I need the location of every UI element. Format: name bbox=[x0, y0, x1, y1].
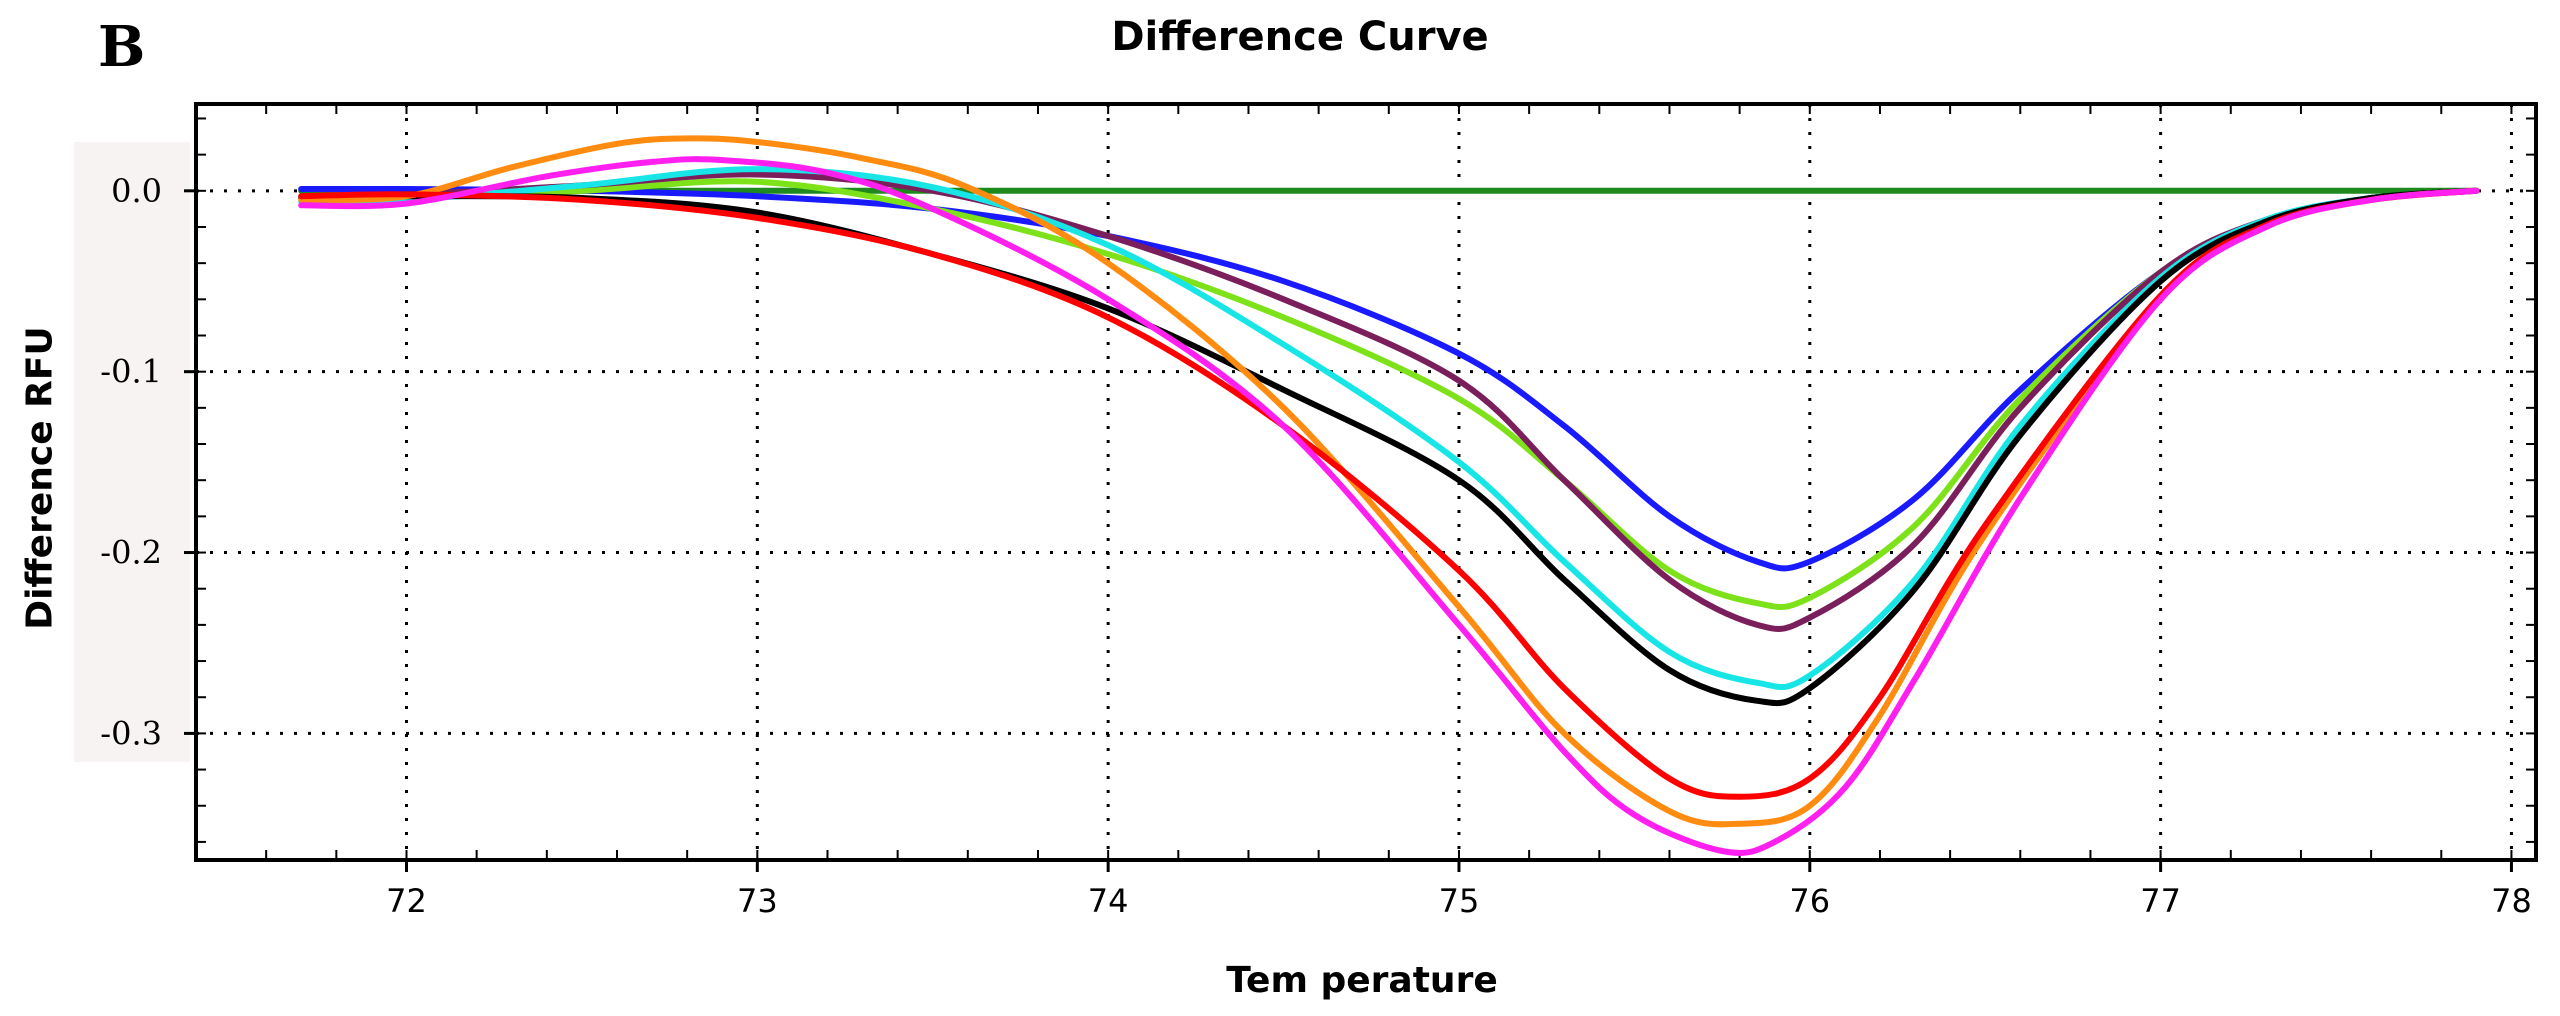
series-line-magenta bbox=[298, 156, 2480, 856]
x-tick-label: 73 bbox=[737, 882, 778, 920]
y-axis-background bbox=[74, 142, 190, 762]
x-tick-label: 78 bbox=[2491, 882, 2532, 920]
x-tick-label: 77 bbox=[2140, 882, 2181, 920]
y-axis-ticks: 0.0 -0.1 -0.2 -0.3 bbox=[100, 172, 196, 752]
minor-ticks bbox=[195, 104, 2536, 860]
plot-frame bbox=[194, 102, 2538, 862]
series-line-black bbox=[298, 187, 2480, 707]
x-tick-label: 72 bbox=[386, 882, 427, 920]
y-tick-label: -0.3 bbox=[100, 714, 162, 752]
series-lines bbox=[298, 135, 2480, 856]
chart-title: Difference Curve bbox=[1111, 14, 1489, 60]
series-line-orange bbox=[298, 135, 2480, 828]
x-tick-label: 75 bbox=[1439, 882, 1480, 920]
y-tick-label: -0.2 bbox=[100, 534, 162, 572]
grid bbox=[196, 104, 2536, 860]
y-tick-label: 0.0 bbox=[111, 172, 162, 210]
x-tick-label: 76 bbox=[1789, 882, 1830, 920]
series-line-purple bbox=[298, 171, 2480, 632]
x-tick-label: 74 bbox=[1088, 882, 1129, 920]
series-line-cyan bbox=[298, 166, 2480, 691]
y-tick-label: -0.1 bbox=[100, 353, 162, 391]
x-axis-label: Tem perature bbox=[1226, 960, 1498, 1001]
panel-label: B bbox=[98, 14, 146, 80]
x-axis-ticks: 72 73 74 75 76 77 78 bbox=[386, 860, 2532, 920]
